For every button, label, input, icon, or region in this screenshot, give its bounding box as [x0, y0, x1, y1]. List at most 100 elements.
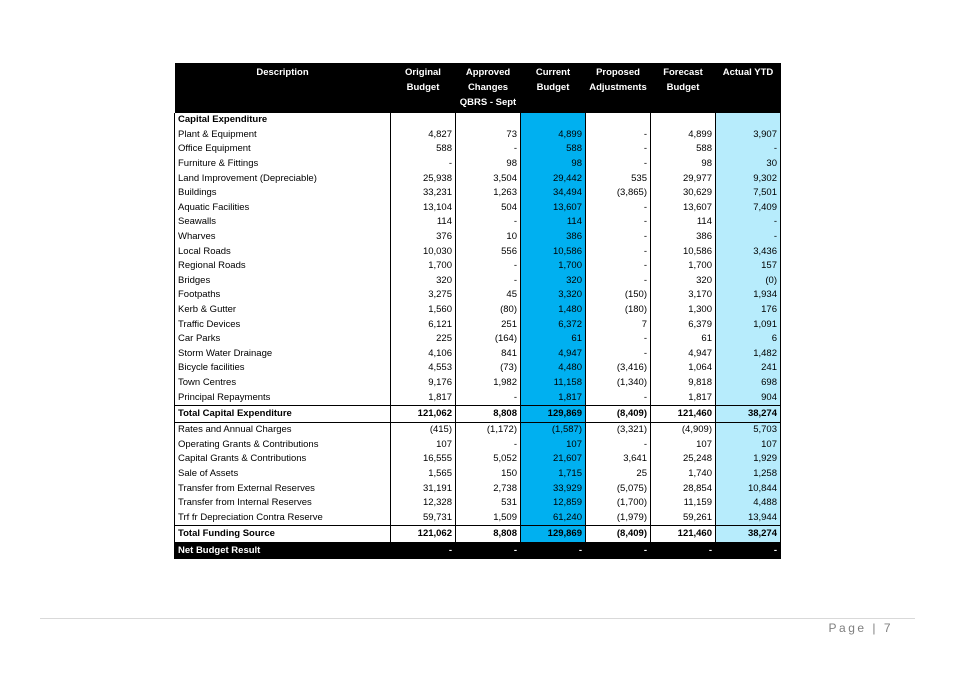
- table-row: Trf fr Depreciation Contra Reserve 59,731…: [174, 510, 781, 526]
- net-budget-result-row: Net Budget Result - - - - - -: [174, 542, 781, 560]
- cell-original-budget: 6,121: [390, 317, 456, 332]
- cell-description: Bridges: [174, 273, 391, 289]
- table-row: Traffic Devices 6,121 251 6,372 7 6,379 1,091: [174, 317, 781, 332]
- cell-approved-changes: (80): [455, 302, 521, 318]
- cell-description: Net Budget Result: [174, 542, 391, 560]
- cell-original-budget: 4,553: [390, 361, 456, 376]
- cell-actual-ytd: 241: [715, 361, 781, 376]
- cell-current-budget: (1,587): [520, 421, 586, 438]
- cell-forecast-budget: 114: [650, 215, 716, 230]
- cell-proposed-adjustments: (180): [585, 302, 651, 318]
- cell-proposed-adjustments: -: [585, 142, 651, 157]
- table-row: Principal Repayments 1,817-1,817-1,817 904: [174, 390, 781, 406]
- cell-forecast-budget: (4,909): [650, 421, 716, 438]
- cell-actual-ytd: 1,091: [715, 317, 781, 332]
- cell-current-budget: 4,947: [520, 346, 586, 362]
- cell-actual-ytd: 1,934: [715, 288, 781, 303]
- cell-approved-changes: -: [455, 437, 521, 453]
- cell-current-budget: 29,442: [520, 171, 586, 186]
- table-row: Transfer from Internal Reserves 12,328 531…: [174, 495, 781, 511]
- cell-proposed-adjustments: (1,979): [585, 510, 651, 526]
- cell-current-budget: 114: [520, 215, 586, 230]
- header-actual-ytd: Actual YTD: [715, 63, 781, 113]
- cell-forecast-budget: 588: [650, 142, 716, 157]
- cell-actual-ytd: 1,929: [715, 452, 781, 467]
- cell-actual-ytd: -: [715, 542, 781, 560]
- cell-forecast-budget: 10,586: [650, 244, 716, 259]
- cell-approved-changes: 504: [455, 200, 521, 216]
- table-row: Buildings 33,231 1,263 34,494 (3,865) 30,629 7…: [174, 185, 781, 201]
- cell-forecast-budget: 3,170: [650, 288, 716, 303]
- total-expenditure-row: Total Capital Expenditure 121,062 8,808 129…: [174, 404, 781, 423]
- table-row: Wharves 376 10 386-386-: [174, 229, 781, 245]
- cell-current-budget: 129,869: [520, 525, 586, 544]
- cell-forecast-budget: 11,159: [650, 495, 716, 511]
- cell-proposed-adjustments: -: [585, 200, 651, 216]
- cell-proposed-adjustments: (3,321): [585, 421, 651, 438]
- cell-description: Land Improvement (Depreciable): [174, 171, 391, 186]
- cell-actual-ytd: 9,302: [715, 171, 781, 186]
- cell-proposed-adjustments: -: [585, 331, 651, 347]
- cell-proposed-adjustments: -: [585, 127, 651, 143]
- cell-current-budget: 320: [520, 273, 586, 289]
- cell-blank: [520, 113, 586, 128]
- header-current-budget: Current Budget: [520, 63, 586, 113]
- cell-description: Rates and Annual Charges: [174, 421, 391, 438]
- cell-description: Footpaths: [174, 288, 391, 303]
- cell-proposed-adjustments: -: [585, 215, 651, 230]
- cell-blank: [715, 113, 781, 128]
- cell-original-budget: 9,176: [390, 375, 456, 391]
- section-title-row: Capital Expenditure: [174, 113, 781, 128]
- cell-blank: [455, 113, 521, 128]
- table-row: Rates and Annual Charges (415) (1,172) (1,5…: [174, 421, 781, 438]
- cell-description: Sale of Assets: [174, 466, 391, 482]
- cell-proposed-adjustments: (3,416): [585, 361, 651, 376]
- cell-actual-ytd: 5,703: [715, 421, 781, 438]
- cell-actual-ytd: 38,274: [715, 525, 781, 544]
- cell-current-budget: 1,817: [520, 390, 586, 406]
- cell-proposed-adjustments: -: [585, 156, 651, 172]
- cell-description: Operating Grants & Contributions: [174, 437, 391, 453]
- cell-forecast-budget: 107: [650, 437, 716, 453]
- cell-description: Trf fr Depreciation Contra Reserve: [174, 510, 391, 526]
- cell-approved-changes: 2,738: [455, 481, 521, 496]
- cell-current-budget: -: [520, 542, 586, 560]
- cell-actual-ytd: 157: [715, 258, 781, 274]
- cell-current-budget: 3,320: [520, 288, 586, 303]
- total-funding-row: Total Funding Source 121,062 8,808 129,869(…: [174, 525, 781, 544]
- cell-forecast-budget: 29,977: [650, 171, 716, 186]
- table-row: Town Centres 9,176 1,982 11,158 (1,340) 9,818…: [174, 375, 781, 391]
- cell-current-budget: 21,607: [520, 452, 586, 467]
- cell-original-budget: 33,231: [390, 185, 456, 201]
- cell-original-budget: 16,555: [390, 452, 456, 467]
- table-row: Local Roads 10,030 556 10,586-10,586 3,436: [174, 244, 781, 259]
- cell-original-budget: 59,731: [390, 510, 456, 526]
- cell-approved-changes: 1,263: [455, 185, 521, 201]
- cell-proposed-adjustments: 3,641: [585, 452, 651, 467]
- header-approved-changes: Approved Changes QBRS - Sept: [455, 63, 521, 113]
- cell-original-budget: 225: [390, 331, 456, 347]
- cell-approved-changes: 150: [455, 466, 521, 482]
- cell-actual-ytd: 904: [715, 390, 781, 406]
- cell-current-budget: 129,869: [520, 404, 586, 423]
- cell-proposed-adjustments: -: [585, 390, 651, 406]
- cell-description: Local Roads: [174, 244, 391, 259]
- cell-actual-ytd: 10,844: [715, 481, 781, 496]
- header-forecast-budget: Forecast Budget: [650, 63, 716, 113]
- cell-description: Principal Repayments: [174, 390, 391, 406]
- cell-description: Wharves: [174, 229, 391, 245]
- cell-forecast-budget: 30,629: [650, 185, 716, 201]
- cell-current-budget: 12,859: [520, 495, 586, 511]
- cell-actual-ytd: 7,409: [715, 200, 781, 216]
- cell-approved-changes: 98: [455, 156, 521, 172]
- table-row: Capital Grants & Contributions 16,555 5,05…: [174, 452, 781, 467]
- cell-actual-ytd: 1,258: [715, 466, 781, 482]
- cell-proposed-adjustments: 535: [585, 171, 651, 186]
- cell-original-budget: 25,938: [390, 171, 456, 186]
- cell-original-budget: 114: [390, 215, 456, 230]
- table-row: Storm Water Drainage 4,106 841 4,947-4,947 1…: [174, 346, 781, 362]
- table-row: Office Equipment 588-588-588-: [174, 142, 781, 157]
- cell-original-budget: 12,328: [390, 495, 456, 511]
- cell-proposed-adjustments: -: [585, 273, 651, 289]
- cell-current-budget: 98: [520, 156, 586, 172]
